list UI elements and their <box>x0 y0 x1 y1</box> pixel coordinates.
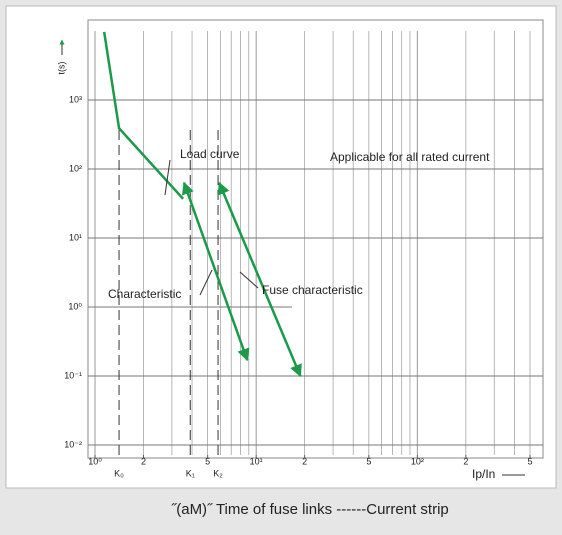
x-tick-label: 10¹ <box>250 456 263 466</box>
x-axis-label: Ip/In <box>472 467 495 481</box>
x-tick-label: 2 <box>302 456 307 466</box>
annotation: Fuse characteristic <box>262 283 363 297</box>
curve <box>217 181 302 378</box>
k-label: K₀ <box>114 468 124 478</box>
x-tick-label: 10² <box>411 456 424 466</box>
curve <box>102 31 185 200</box>
x-tick-label: 5 <box>366 456 371 466</box>
annotation: Characteristic <box>108 287 181 301</box>
plot-frame <box>87 19 544 459</box>
x-tick-label: 2 <box>463 456 468 466</box>
x-tick-label: 10⁰ <box>88 456 102 466</box>
annotation: Applicable for all rated current <box>330 150 490 164</box>
y-tick-label: 10³ <box>69 94 82 104</box>
callout-line <box>164 159 171 196</box>
y-tick-label: 10⁰ <box>68 301 82 311</box>
y-tick-label: 10¹ <box>69 232 82 242</box>
y-axis-label: t(s) <box>56 62 66 75</box>
caption: ˝(aM)˝ Time of fuse links ------Current … <box>171 501 449 518</box>
y-tick-label: 10² <box>69 163 82 173</box>
x-tick-label: 2 <box>141 456 146 466</box>
k-label: K₂ <box>213 468 223 478</box>
y-tick-label: 10⁻² <box>64 439 82 449</box>
x-tick-label: 5 <box>205 456 210 466</box>
callout-line <box>199 269 213 296</box>
k-label: K₁ <box>186 468 195 478</box>
callout-line <box>239 271 259 289</box>
x-tick-label: 5 <box>527 456 532 466</box>
y-tick-label: 10⁻¹ <box>64 370 82 380</box>
annotation: Load curve <box>180 147 240 161</box>
